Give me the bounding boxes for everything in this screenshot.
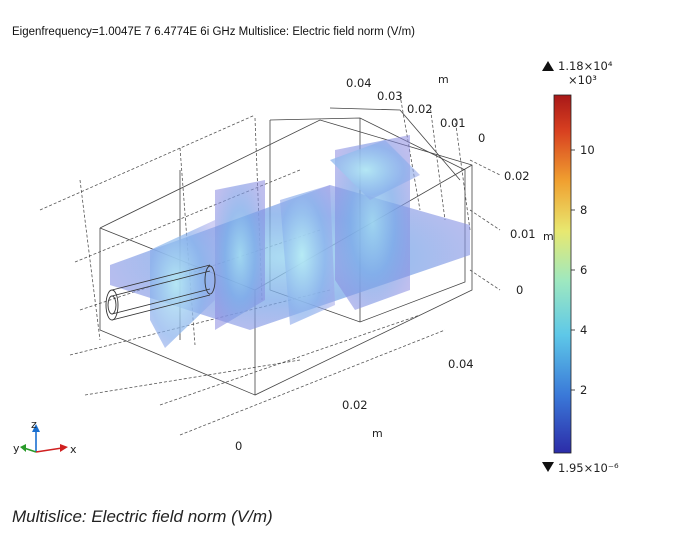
colorbar-max-label: 1.18×10⁴	[558, 59, 613, 73]
axis-unit-right: m	[543, 230, 554, 243]
tick-bottom-0: 0.02	[342, 398, 368, 412]
tick-top-1: 0.03	[377, 89, 403, 103]
colorbar-tick-1: 8	[580, 203, 587, 217]
colorbar-gradient	[553, 94, 572, 454]
tick-right-1: 0.01	[510, 227, 536, 241]
triad-x-arrow-icon	[60, 444, 68, 452]
slice-vertical-center	[280, 185, 335, 325]
tick-top-0: 0.04	[346, 76, 372, 90]
colorbar-tick-3: 4	[580, 323, 587, 337]
colorbar-tick-4: 2	[580, 383, 587, 397]
tick-front-0: 0.04	[448, 357, 474, 371]
triad-y-label: y	[13, 442, 20, 455]
3d-plot-canvas[interactable]: 0.04 0.03 0.02 0.01 0 m 0.02 0.01 0 m 0.…	[0, 0, 680, 500]
colorbar-multiplier: ×10³	[568, 73, 597, 87]
colorbar-tick-0: 10	[580, 143, 595, 157]
triad-x-label: x	[70, 443, 77, 456]
tick-right-2: 0	[516, 283, 523, 297]
axis-unit-bottom: m	[372, 427, 383, 440]
axis-triad: z y x	[13, 418, 77, 456]
tick-right-0: 0.02	[504, 169, 530, 183]
tick-top-2: 0.02	[407, 102, 433, 116]
tick-top-3: 0.01	[440, 116, 466, 130]
colorbar-tick-2: 6	[580, 263, 587, 277]
coaxial-port	[105, 264, 216, 321]
multislice-field	[110, 135, 470, 348]
tick-top-4: 0	[478, 131, 485, 145]
color-legend: 1.18×10⁴ ×10³ 10 8 6 4 2 1.95×10⁻⁶	[542, 59, 619, 475]
plot-title: Eigenfrequency=1.0047E 7 6.4774E 6i GHz …	[12, 26, 416, 38]
triad-x-axis	[35, 447, 63, 453]
max-triangle-icon	[542, 61, 554, 71]
slice-vertical-left	[150, 220, 215, 348]
figure-caption: Multislice: Electric field norm (V/m)	[12, 507, 273, 526]
slice-top	[330, 140, 420, 200]
colorbar-min-label: 1.95×10⁻⁶	[558, 461, 619, 475]
triad-y-arrow-icon	[20, 444, 26, 452]
min-triangle-icon	[542, 462, 554, 472]
triad-z-label: z	[31, 418, 37, 431]
axis-unit-top: m	[438, 73, 449, 86]
slice-vertical-mid	[215, 180, 265, 330]
axis-labels: 0.04 0.03 0.02 0.01 0 m 0.02 0.01 0 m 0.…	[235, 73, 554, 453]
tick-bottom-1: 0	[235, 439, 242, 453]
triad-z-arrow-icon	[32, 424, 40, 432]
